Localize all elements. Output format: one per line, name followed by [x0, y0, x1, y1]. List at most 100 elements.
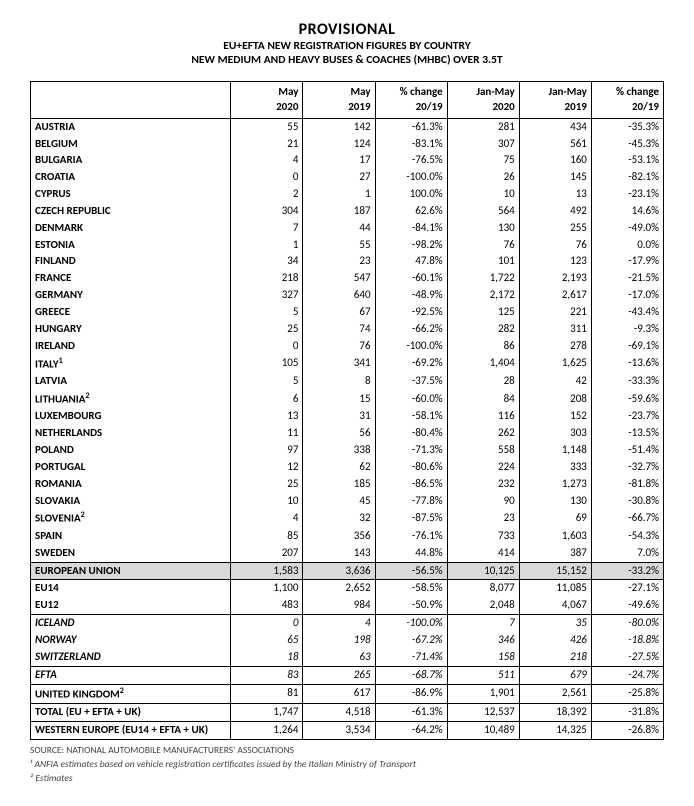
footnote-1: ¹ ANFIA estimates based on vehicle regis…: [30, 758, 664, 770]
cell: 11,085: [519, 580, 591, 597]
cell: 86: [447, 338, 519, 355]
cell: 564: [447, 203, 519, 220]
row-label: DENMARK: [31, 220, 231, 237]
cell: -98.2%: [375, 237, 447, 254]
cell: -54.3%: [591, 528, 663, 545]
cell: -66.2%: [375, 321, 447, 338]
cell: 32: [303, 509, 375, 528]
table-row: POLAND97338-71.3%5581,148-51.4%: [31, 442, 664, 459]
cell: 265: [303, 666, 375, 684]
cell: -18.8%: [591, 632, 663, 649]
cell: 17: [303, 152, 375, 169]
row-label: NORWAY: [31, 632, 231, 649]
cell: 2,617: [519, 287, 591, 304]
cell: 303: [519, 425, 591, 442]
cell: 1,901: [447, 684, 519, 704]
cell: 262: [447, 425, 519, 442]
cell: 307: [447, 136, 519, 153]
cell: -35.3%: [591, 118, 663, 135]
cell: -86.5%: [375, 476, 447, 493]
cell: 25: [231, 321, 303, 338]
cell: -80.0%: [591, 615, 663, 632]
table-row: ICELAND04-100.0%735-80.0%: [31, 615, 664, 632]
cell: 4,518: [303, 704, 375, 722]
cell: -100.0%: [375, 169, 447, 186]
cell: 65: [231, 632, 303, 649]
row-label: EU12: [31, 597, 231, 614]
cell: 75: [447, 152, 519, 169]
row-label: LATVIA: [31, 373, 231, 390]
cell: 511: [447, 666, 519, 684]
cell: 558: [447, 442, 519, 459]
cell: 28: [447, 373, 519, 390]
table-row: IRELAND076-100.0%86278-69.1%: [31, 338, 664, 355]
table-row: GERMANY327640-48.9%2,1722,617-17.0%: [31, 287, 664, 304]
cell: 81: [231, 684, 303, 704]
table-row: BELGIUM21124-83.1%307561-45.3%: [31, 136, 664, 153]
cell: 282: [447, 321, 519, 338]
col-country: [31, 82, 231, 119]
cell: -27.5%: [591, 649, 663, 666]
cell: 1,722: [447, 270, 519, 287]
cell: -27.1%: [591, 580, 663, 597]
cell: 158: [447, 649, 519, 666]
cell: -67.2%: [375, 632, 447, 649]
row-label: ROMANIA: [31, 476, 231, 493]
cell: 2,193: [519, 270, 591, 287]
cell: -17.9%: [591, 253, 663, 270]
cell: 160: [519, 152, 591, 169]
cell: 15,152: [519, 562, 591, 580]
cell: 10,125: [447, 562, 519, 580]
cell: -87.5%: [375, 509, 447, 528]
cell: -69.1%: [591, 338, 663, 355]
cell: 55: [231, 118, 303, 135]
cell: -53.1%: [591, 152, 663, 169]
cell: 218: [231, 270, 303, 287]
row-label: AUSTRIA: [31, 118, 231, 135]
cell: -82.1%: [591, 169, 663, 186]
table-row: SWITZERLAND1863-71.4%158218-27.5%: [31, 649, 664, 666]
cell: 34: [231, 253, 303, 270]
cell: 124: [303, 136, 375, 153]
cell: -56.5%: [375, 562, 447, 580]
col-header: Jan-May2020: [447, 82, 519, 119]
cell: 11: [231, 425, 303, 442]
cell: 5: [231, 373, 303, 390]
cell: 208: [519, 390, 591, 409]
cell: 346: [447, 632, 519, 649]
cell: -58.5%: [375, 580, 447, 597]
cell: 44: [303, 220, 375, 237]
row-label: ICELAND: [31, 615, 231, 632]
row-label: SWITZERLAND: [31, 649, 231, 666]
cell: -84.1%: [375, 220, 447, 237]
cell: -58.1%: [375, 408, 447, 425]
table-row: UNITED KINGDOM281617-86.9%1,9012,561-25.…: [31, 684, 664, 704]
cell: 198: [303, 632, 375, 649]
row-label: HUNGARY: [31, 321, 231, 338]
cell: -60.1%: [375, 270, 447, 287]
cell: 145: [519, 169, 591, 186]
cell: 100.0%: [375, 186, 447, 203]
cell: 97: [231, 442, 303, 459]
row-label: LITHUANIA2: [31, 390, 231, 409]
table-row: CZECH REPUBLIC30418762.6%56449214.6%: [31, 203, 664, 220]
table-row: WESTERN EUROPE (EU14 + EFTA + UK)1,2643,…: [31, 721, 664, 739]
cell: 13: [519, 186, 591, 203]
cell: -76.5%: [375, 152, 447, 169]
table-row: HUNGARY2574-66.2%282311-9.3%: [31, 321, 664, 338]
row-label: BELGIUM: [31, 136, 231, 153]
row-label: CROATIA: [31, 169, 231, 186]
cell: 281: [447, 118, 519, 135]
row-label: ITALY1: [31, 355, 231, 374]
cell: 7: [231, 220, 303, 237]
cell: 130: [519, 493, 591, 510]
cell: -100.0%: [375, 338, 447, 355]
cell: 8: [303, 373, 375, 390]
row-label: SLOVAKIA: [31, 493, 231, 510]
cell: -23.7%: [591, 408, 663, 425]
cell: -17.0%: [591, 287, 663, 304]
cell: 105: [231, 355, 303, 374]
cell: -24.7%: [591, 666, 663, 684]
cell: 12,537: [447, 704, 519, 722]
cell: -77.8%: [375, 493, 447, 510]
